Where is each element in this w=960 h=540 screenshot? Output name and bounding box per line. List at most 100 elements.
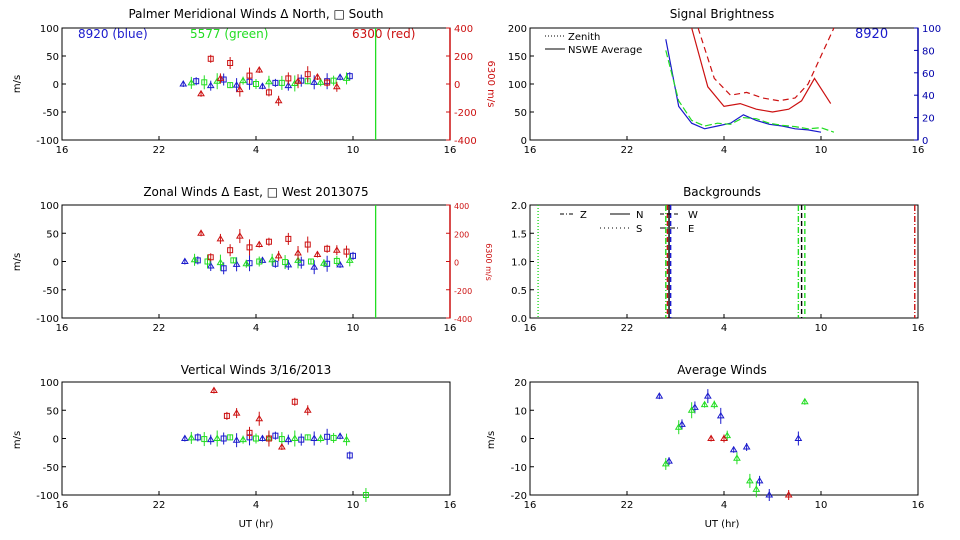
meridional-xtick-label: 4 [253, 145, 259, 156]
brightness-series-line [665, 50, 835, 133]
meridional-point [304, 71, 311, 78]
vertical-point [265, 435, 272, 442]
zonal-point [294, 249, 302, 256]
average-point [674, 423, 683, 430]
zonal-point [230, 257, 237, 264]
zonal-point [207, 254, 214, 261]
zonal-point [304, 241, 311, 248]
meridional-ylabel: m/s [12, 75, 23, 93]
meridional-point [239, 76, 247, 84]
average-point [710, 400, 719, 408]
vertical-point [206, 435, 215, 443]
average-point [723, 431, 732, 439]
average-xtick-label: 4 [721, 500, 727, 511]
zonal-xtick-label: 16 [56, 323, 69, 334]
backgrounds-ytick-label: 2.0 [511, 201, 527, 212]
meridional-xtick-label: 16 [444, 145, 457, 156]
meridional-point [253, 81, 259, 87]
zonal-right-tick-label: 400 [454, 202, 469, 211]
zonal-point [320, 259, 328, 266]
meridional-right-tick-label: -400 [454, 136, 477, 147]
average-point [703, 392, 712, 399]
meridional-xtick-label: 16 [56, 145, 69, 156]
vertical-ylabel: m/s [12, 431, 23, 449]
meridional-title: Palmer Meridional Winds Δ North, □ South [128, 7, 383, 21]
zonal-right-tick-label: 200 [454, 230, 469, 239]
zonal-point [220, 265, 227, 272]
brightness-right-tick-label: 100 [922, 24, 941, 35]
average-xtick-label: 16 [524, 500, 537, 511]
zonal-point [313, 250, 322, 257]
legend-5577-green: 5577 (green) [190, 27, 268, 41]
average-point [655, 392, 664, 399]
meridional-point [258, 82, 267, 89]
meridional-point [216, 74, 225, 81]
meridional-point [272, 79, 279, 86]
zonal-ytick-label: -50 [43, 286, 59, 297]
meridional-xtick-label: 22 [153, 145, 166, 156]
brightness-tag: 8920 [855, 27, 888, 42]
average-point [678, 420, 686, 427]
brightness-right-tick-label: 0 [922, 136, 928, 147]
brightness-right-tick-label: 20 [922, 114, 935, 125]
legend-6300-red: 6300 (red) [352, 27, 415, 41]
average-xtick-label: 16 [912, 500, 925, 511]
zonal-xtick-label: 4 [253, 323, 259, 334]
meridional-point [227, 82, 234, 89]
meridional-point [179, 80, 188, 87]
meridional-right-tick-label: 400 [454, 24, 473, 35]
zonal-point [268, 255, 277, 263]
zonal-ylabel: m/s [12, 253, 23, 271]
legend-s: S [636, 224, 642, 235]
zonal-point [246, 244, 253, 251]
zonal-point [307, 258, 314, 265]
zonal-point [336, 260, 344, 268]
average-ylabel: m/s [486, 431, 497, 449]
backgrounds-legend: Z N W S E [560, 210, 698, 235]
average-xtick-label: 10 [815, 500, 828, 511]
meridional-point [220, 76, 227, 83]
zonal-point [294, 256, 302, 263]
vertical-xlabel: UT (hr) [239, 519, 274, 530]
average-point [665, 457, 673, 464]
vertical-point [258, 434, 267, 441]
average-point [661, 459, 670, 467]
vertical-point [253, 435, 259, 442]
meridional-point [187, 78, 196, 86]
meridional-point [227, 60, 234, 66]
zonal-point [258, 256, 267, 263]
zonal-point [274, 251, 283, 259]
meridional-point [313, 73, 322, 80]
vertical-point [298, 436, 305, 443]
brightness-xtick-label: 10 [815, 145, 828, 156]
zonal-point [216, 234, 225, 242]
brightness-xtick-label: 22 [621, 145, 634, 156]
legend-z: Z [580, 210, 587, 221]
zonal-point [345, 256, 354, 263]
meridional-point [265, 77, 273, 85]
zonal-point [180, 257, 189, 264]
vertical-point [272, 432, 279, 439]
brightness-right-tick-label: 80 [922, 46, 935, 57]
meridional-point [207, 55, 214, 62]
meridional-right-ylabel: 6300 m/s [485, 61, 496, 108]
zonal-point [350, 252, 356, 259]
meridional-right-tick-label: 200 [454, 52, 473, 63]
zonal-right-tick-label: 0 [454, 259, 459, 268]
meridional-point [274, 96, 283, 104]
vertical-ytick-label: 0 [53, 435, 59, 446]
vertical-point [232, 409, 241, 416]
average-ytick-label: 10 [514, 406, 527, 417]
legend-n: N [636, 210, 643, 221]
vertical-point [255, 414, 264, 422]
panel-vertical: Vertical Winds 3/16/2013 m/s UT (hr) 16 2… [12, 363, 456, 530]
meridional-ytick-label: -50 [43, 108, 59, 119]
average-point [729, 445, 738, 453]
zonal-ytick-label: 50 [46, 229, 59, 240]
meridional-point [285, 75, 292, 82]
zonal-point [256, 258, 263, 265]
average-point [691, 403, 699, 410]
average-point [800, 397, 809, 405]
backgrounds-xtick-label: 10 [815, 323, 828, 334]
